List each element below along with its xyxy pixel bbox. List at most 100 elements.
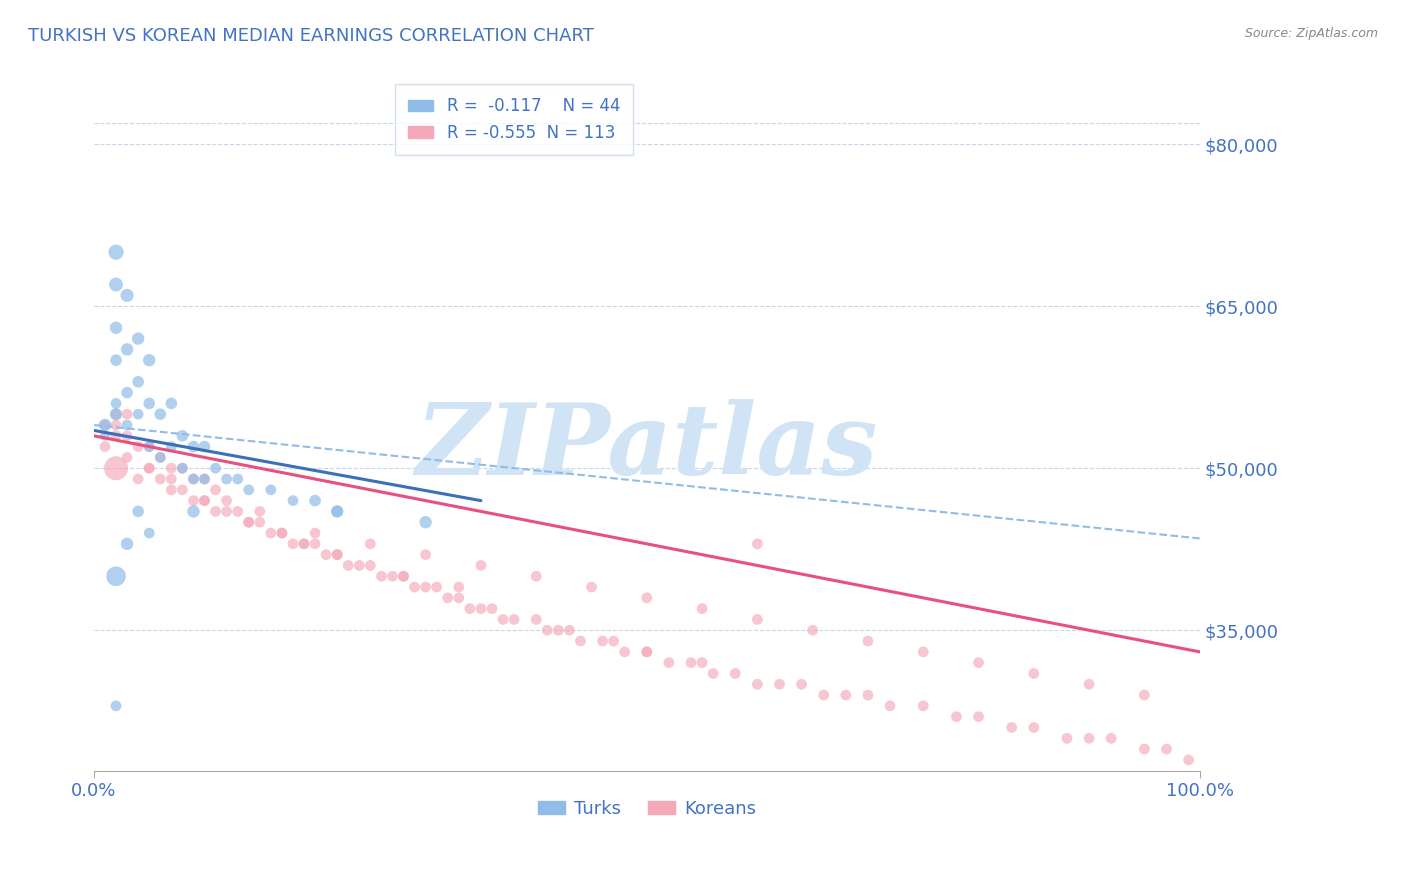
Point	[492, 612, 515, 626]
Point	[160, 472, 183, 486]
Point	[1022, 721, 1045, 735]
Point	[315, 548, 337, 562]
Point	[702, 666, 724, 681]
Point	[204, 461, 226, 475]
Point	[226, 472, 249, 486]
Point	[172, 429, 194, 443]
Point	[260, 526, 283, 541]
Point	[215, 493, 238, 508]
Point	[105, 353, 128, 368]
Point	[747, 537, 769, 551]
Point	[172, 461, 194, 475]
Point	[160, 396, 183, 410]
Point	[138, 353, 160, 368]
Point	[138, 461, 160, 475]
Point	[1078, 731, 1101, 746]
Point	[524, 612, 547, 626]
Point	[558, 624, 581, 638]
Point	[183, 504, 205, 518]
Point	[1133, 688, 1156, 702]
Point	[967, 656, 990, 670]
Point	[115, 385, 138, 400]
Point	[392, 569, 415, 583]
Point	[415, 580, 437, 594]
Point	[381, 569, 404, 583]
Point	[149, 407, 172, 421]
Point	[281, 493, 304, 508]
Point	[747, 612, 769, 626]
Point	[238, 515, 260, 529]
Point	[105, 461, 128, 475]
Point	[801, 624, 824, 638]
Point	[105, 569, 128, 583]
Point	[813, 688, 835, 702]
Point	[249, 515, 271, 529]
Point	[149, 450, 172, 465]
Point	[193, 472, 215, 486]
Point	[127, 375, 149, 389]
Point	[304, 537, 326, 551]
Point	[470, 558, 492, 573]
Point	[105, 396, 128, 410]
Point	[1078, 677, 1101, 691]
Point	[679, 656, 702, 670]
Point	[503, 612, 526, 626]
Point	[602, 634, 624, 648]
Point	[115, 450, 138, 465]
Point	[160, 483, 183, 497]
Point	[690, 601, 713, 615]
Point	[215, 504, 238, 518]
Point	[115, 343, 138, 357]
Point	[160, 461, 183, 475]
Point	[304, 526, 326, 541]
Point	[105, 320, 128, 334]
Point	[481, 601, 503, 615]
Point	[747, 677, 769, 691]
Point	[569, 634, 592, 648]
Point	[105, 429, 128, 443]
Point	[636, 645, 658, 659]
Legend: Turks, Koreans: Turks, Koreans	[530, 792, 763, 825]
Point	[856, 634, 879, 648]
Point	[149, 472, 172, 486]
Point	[115, 407, 138, 421]
Point	[204, 483, 226, 497]
Point	[1001, 721, 1024, 735]
Point	[105, 277, 128, 292]
Point	[115, 537, 138, 551]
Point	[249, 504, 271, 518]
Point	[105, 417, 128, 432]
Point	[326, 548, 349, 562]
Point	[292, 537, 315, 551]
Point	[768, 677, 790, 691]
Point	[292, 537, 315, 551]
Point	[912, 645, 935, 659]
Point	[879, 698, 901, 713]
Point	[127, 504, 149, 518]
Point	[415, 548, 437, 562]
Point	[1099, 731, 1122, 746]
Point	[359, 558, 381, 573]
Point	[183, 440, 205, 454]
Point	[436, 591, 458, 605]
Point	[238, 515, 260, 529]
Point	[138, 396, 160, 410]
Point	[193, 493, 215, 508]
Point	[183, 472, 205, 486]
Point	[415, 515, 437, 529]
Point	[326, 504, 349, 518]
Point	[215, 472, 238, 486]
Point	[370, 569, 392, 583]
Point	[105, 245, 128, 260]
Point	[127, 472, 149, 486]
Point	[160, 440, 183, 454]
Point	[149, 450, 172, 465]
Point	[359, 537, 381, 551]
Point	[304, 493, 326, 508]
Point	[105, 698, 128, 713]
Point	[524, 569, 547, 583]
Point	[94, 440, 117, 454]
Point	[127, 332, 149, 346]
Point	[690, 656, 713, 670]
Point	[115, 288, 138, 302]
